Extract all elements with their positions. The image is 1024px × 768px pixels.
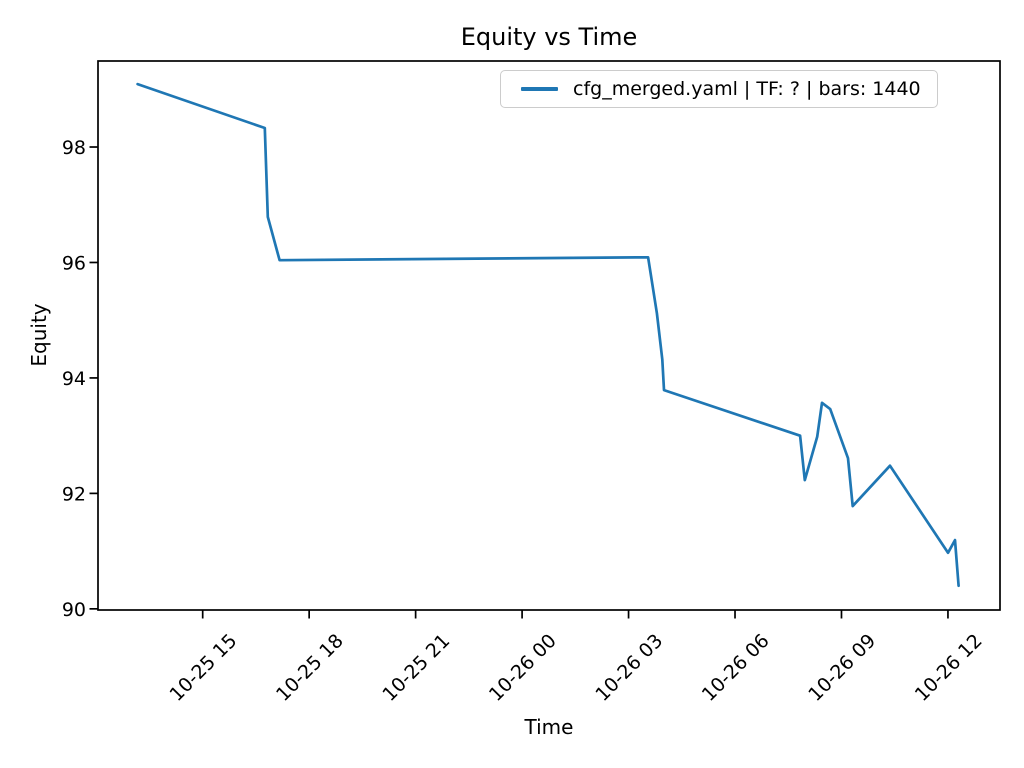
x-axis-label: Time xyxy=(524,715,574,739)
plot-frame xyxy=(97,60,1001,611)
x-tick-label: 10-25 15 xyxy=(165,630,241,706)
equity-line xyxy=(136,82,960,588)
x-tick-label: 10-25 21 xyxy=(378,630,454,706)
x-tick-label: 10-26 12 xyxy=(911,630,987,706)
y-tick-label: 92 xyxy=(62,483,86,505)
x-tick-label: 10-26 06 xyxy=(698,630,774,706)
y-tick-label: 94 xyxy=(62,368,86,390)
legend: cfg_merged.yaml | TF: ? | bars: 1440 xyxy=(500,70,938,108)
legend-label: cfg_merged.yaml | TF: ? | bars: 1440 xyxy=(573,78,921,100)
x-tick-label: 10-26 00 xyxy=(485,630,561,706)
x-tick-label: 10-25 18 xyxy=(272,630,348,706)
y-tick-label: 96 xyxy=(62,252,86,274)
y-tick-label: 98 xyxy=(62,137,86,159)
legend-line-sample-icon xyxy=(521,87,558,91)
y-tick-label: 90 xyxy=(62,599,86,621)
x-tick-label: 10-26 09 xyxy=(804,630,880,706)
x-tick-label: 10-26 03 xyxy=(591,630,667,706)
chart-title: Equity vs Time xyxy=(460,23,638,51)
